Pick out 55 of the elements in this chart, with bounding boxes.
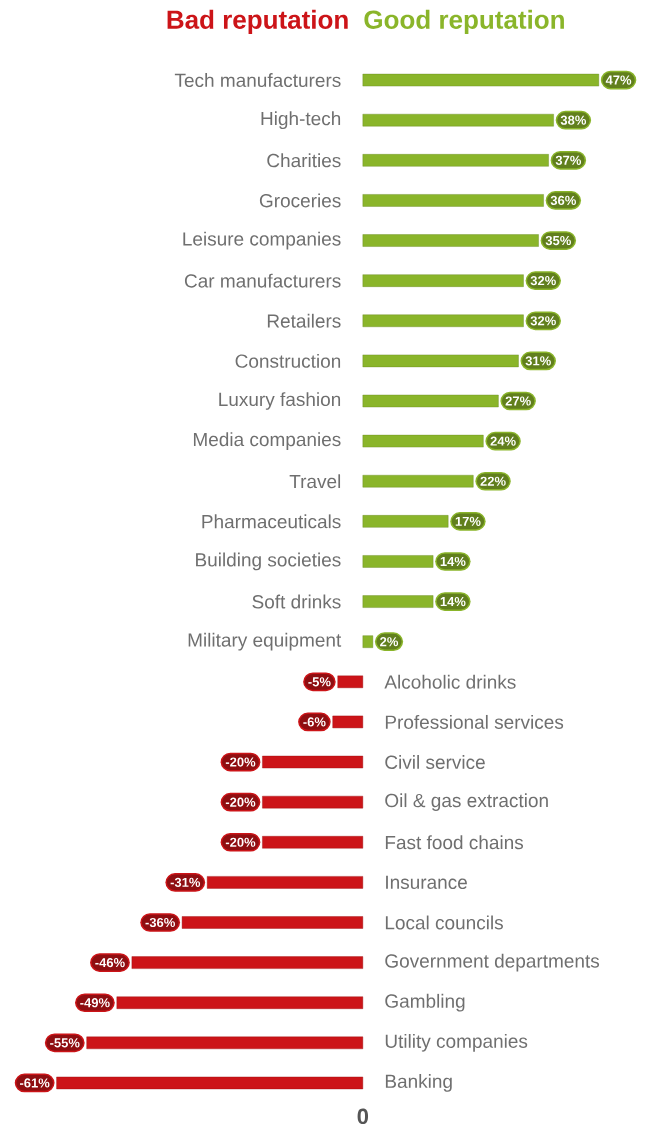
text: 0: [357, 1108, 369, 1125]
data-label: 32%: [530, 316, 556, 326]
data-label: 37%: [555, 155, 582, 165]
data-label: 24%: [490, 436, 516, 446]
data-label: 22%: [480, 476, 506, 486]
data-label: -31%: [170, 877, 201, 887]
y-tick-label: Soft drinks: [252, 594, 341, 609]
y-tick-label: Military equipment: [188, 632, 342, 651]
data-label: -5%: [308, 677, 331, 687]
data-label: -55%: [50, 1038, 80, 1048]
data-label: -49%: [80, 998, 110, 1008]
data-label: 31%: [525, 356, 551, 366]
data-label: -36%: [145, 917, 175, 928]
y-tick-label: Fast food chains: [385, 835, 524, 850]
y-tick-label: Charities: [267, 153, 341, 168]
data-label: -6%: [303, 717, 326, 727]
y-tick-label: Insurance: [386, 875, 467, 890]
y-tick-label: Professional services: [385, 714, 564, 729]
y-tick-label: Leisure companies: [183, 231, 341, 250]
data-label: -20%: [225, 797, 256, 807]
y-tick-label: Utility companies: [385, 1033, 528, 1052]
y-tick-label: Alcoholic drinks: [384, 674, 516, 689]
y-tick-label: Construction: [235, 353, 341, 368]
text: Bad reputation: [167, 9, 348, 35]
y-tick-label: Travel: [289, 474, 341, 489]
data-label: 27%: [505, 396, 531, 406]
data-label: 2%: [380, 637, 399, 647]
data-label: -20%: [225, 757, 256, 767]
y-tick-label: Gambling: [385, 993, 465, 1012]
y-tick-label: Retailers: [267, 313, 341, 328]
y-tick-label: Car manufacturers: [184, 273, 341, 288]
data-label: 17%: [455, 516, 481, 526]
y-tick-label: Oil & gas extraction: [385, 793, 548, 811]
y-tick-label: Pharmaceuticals: [202, 514, 341, 529]
data-label: 36%: [550, 195, 576, 206]
data-label: 32%: [530, 276, 556, 286]
data-label: -61%: [19, 1078, 50, 1088]
data-label: -20%: [225, 837, 256, 847]
y-tick-label: Civil service: [385, 755, 485, 770]
y-tick-label: Banking: [385, 1074, 452, 1092]
y-tick-label: Government departments: [385, 953, 600, 972]
y-tick-label: Luxury fashion: [219, 392, 341, 410]
y-tick-label: Tech manufacturers: [174, 73, 341, 88]
series-label: Good reputation: [364, 9, 564, 35]
data-label: 14%: [440, 597, 466, 607]
data-label: 35%: [545, 235, 571, 246]
data-label: 14%: [440, 556, 466, 567]
data-label: 47%: [605, 75, 632, 85]
y-tick-label: Groceries: [259, 193, 341, 208]
data-label: -46%: [95, 958, 125, 968]
data-label: 38%: [560, 115, 587, 125]
y-tick-label: Local councils: [385, 915, 503, 930]
y-tick-label: Media companies: [193, 432, 341, 450]
y-tick-label: Building societies: [196, 552, 341, 571]
y-tick-label: High-tech: [261, 111, 341, 130]
